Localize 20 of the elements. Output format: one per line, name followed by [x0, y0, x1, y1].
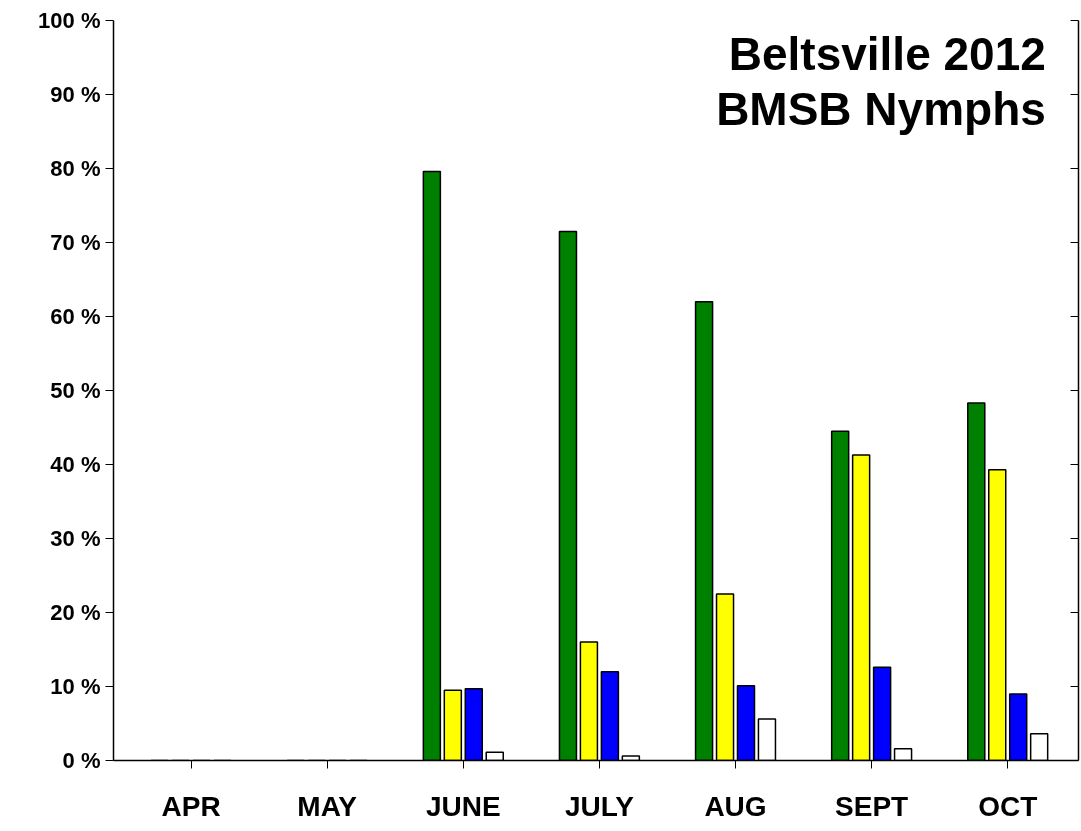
y-tick-label: 50 %: [50, 378, 101, 403]
y-tick-label: 80 %: [50, 156, 101, 181]
y-tick-label: 70 %: [50, 230, 101, 255]
y-tick-label: 100 %: [38, 8, 101, 33]
y-tick-label: 20 %: [50, 600, 101, 625]
text: BMSB Nymphs: [716, 83, 1046, 136]
chart-title: Beltsville 2012: [728, 27, 1046, 80]
x-tick-label: MAY: [297, 790, 358, 822]
y-tick-label: 40 %: [50, 452, 101, 477]
y-tick-label: 0 %: [62, 748, 101, 773]
x-tick-label: SEPT: [835, 790, 909, 822]
y-tick-label: 60 %: [50, 304, 101, 329]
x-tick-label: AUG: [704, 790, 767, 822]
x-tick-label: OCT: [978, 790, 1038, 822]
y-tick-label: 10 %: [50, 674, 101, 699]
y-tick-label: 30 %: [50, 526, 101, 551]
x-tick-label: JUNE: [425, 790, 501, 822]
x-tick-label: APR: [161, 790, 221, 822]
x-tick-label: JULY: [564, 790, 635, 822]
y-tick-label: 90 %: [50, 82, 101, 107]
